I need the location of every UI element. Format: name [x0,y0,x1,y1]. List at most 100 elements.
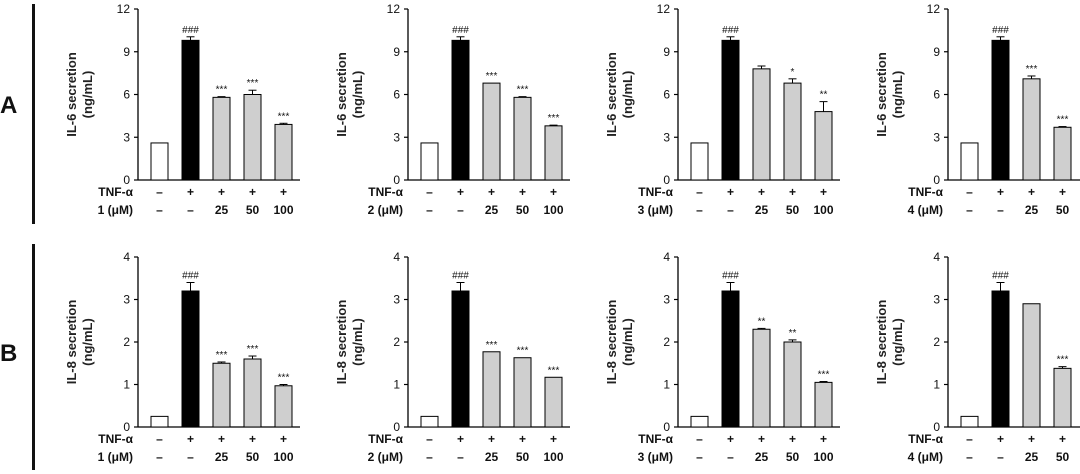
chart-6-y-axis-unit: (ng/mL) [350,318,365,366]
chart-8-y-tick-label: 2 [933,335,940,349]
chart-7-significance-label: *** [818,370,830,381]
chart-6-dose-value: 25 [485,450,499,464]
chart-7-dose-value: – [727,450,734,464]
chart-6-tnf-value: + [519,432,526,446]
chart-4-bar [960,142,979,181]
chart-1-dose-value: – [156,203,163,217]
chart-6-bar [451,290,470,428]
chart-8-bar [1053,367,1072,428]
chart-4-tnf-value: – [966,185,973,199]
chart-7-tnf-value: + [727,432,734,446]
chart-8-bar [1022,303,1041,428]
row-divider-b [32,244,35,470]
chart-5-y-tick-label: 3 [123,293,130,307]
chart-3-y-axis-unit: (ng/mL) [620,71,635,119]
chart-4-y-tick-label: 3 [933,130,940,144]
chart-5-tnf-row-label: TNF-α [98,432,133,446]
chart-7-significance-label: ** [758,316,766,327]
chart-6-y-tick-label: 3 [393,293,400,307]
chart-8-y-tick-label: 1 [933,378,940,392]
chart-2-dose-value: 25 [485,203,499,217]
chart-6-y-tick-label: 0 [393,420,400,434]
chart-2-y-axis-unit: (ng/mL) [350,71,365,119]
chart-7-y-tick-label: 3 [663,293,670,307]
chart-6-significance-label: ### [452,271,469,282]
chart-8-y-tick-label: 0 [933,420,940,434]
chart-1-bar [274,123,293,181]
chart-2-y-tick-label: 0 [393,173,400,187]
chart-1-significance-label: *** [278,111,290,122]
chart-5-significance-label: ### [182,271,199,282]
chart-4-y-tick-label: 6 [933,88,940,102]
chart-5-bar [181,290,200,428]
chart-3-dose-value: 50 [786,203,800,217]
chart-2-dose-value: – [457,203,464,217]
chart-3-dose-value: 100 [813,203,833,217]
chart-1-bar [150,142,169,181]
chart-2-significance-label: *** [517,85,529,96]
chart-2-dose-value: 100 [543,203,563,217]
chart-3-tnf-value: – [696,185,703,199]
chart-2-bar [482,82,501,181]
chart-5-y-tick-label: 2 [123,335,130,349]
chart-5-y-tick-label: 0 [123,420,130,434]
chart-3-y-tick-label: 12 [657,2,671,16]
chart-7-significance-label: ### [722,271,739,282]
chart-2-y-axis-title: IL-6 secretion [334,52,349,137]
chart-3-y-tick-label: 6 [663,88,670,102]
chart-7-tnf-value: + [820,432,827,446]
chart-6-significance-label: *** [486,340,498,351]
chart-5-y-axis-title: IL-8 secretion [64,300,79,385]
chart-6-tnf-value: + [550,432,557,446]
chart-1-dose-value: 50 [246,203,260,217]
chart-4-y-axis-unit: (ng/mL) [890,71,905,119]
chart-6-bar [420,415,439,428]
chart-8-dose-value: – [997,450,1004,464]
chart-8-significance-label: *** [1057,355,1069,366]
chart-5-tnf-value: + [187,432,194,446]
chart-8-y-axis-title: IL-8 secretion [874,300,889,385]
chart-1-significance-label: ### [182,25,199,36]
chart-6-dose-value: 50 [516,450,530,464]
chart-4-significance-label: *** [1026,64,1038,75]
chart-8-dose-value: 50 [1056,450,1070,464]
chart-2-tnf-value: + [457,185,464,199]
chart-6-y-tick-label: 2 [393,335,400,349]
chart-5-dose-value: – [156,450,163,464]
chart-5-dose-value: 25 [215,450,229,464]
chart-1-tnf-value: + [187,185,194,199]
chart-2-tnf-value: + [488,185,495,199]
chart-7-y-tick-label: 4 [663,250,670,264]
chart-2-tnf-value: – [426,185,433,199]
chart-7-tnf-row-label: TNF-α [638,432,673,446]
chart-6-bar [544,376,563,428]
chart-6-compound-row-label: 2 (μM) [368,450,403,464]
chart-3-tnf-row-label: TNF-α [638,185,673,199]
chart-4-y-tick-label: 12 [927,2,941,16]
chart-1-significance-label: *** [216,85,228,96]
row-label-a: A [0,92,18,119]
chart-8-bar [991,290,1010,428]
chart-4-bar [1022,78,1041,181]
chart-3-significance-label: ** [820,90,828,101]
chart-1-tnf-value: – [156,185,163,199]
chart-4-dose-value: – [966,203,973,217]
chart-2-compound-row-label: 2 (μM) [368,203,403,217]
chart-5-compound-row-label: 1 (μM) [98,450,133,464]
chart-3-dose-value: 25 [755,203,769,217]
chart-5-significance-label: *** [278,373,290,384]
chart-5-dose-value: 50 [246,450,260,464]
chart-3-y-tick-label: 0 [663,173,670,187]
chart-6-dose-value: – [457,450,464,464]
chart-7-tnf-value: + [758,432,765,446]
chart-8-tnf-value: + [1028,432,1035,446]
chart-6-tnf-value: – [426,432,433,446]
chart-3-significance-label: * [791,67,795,78]
chart-1-y-tick-label: 6 [123,88,130,102]
row-label-b: B [0,340,18,367]
chart-7-y-axis-unit: (ng/mL) [620,318,635,366]
row-divider-a [32,4,35,224]
chart-1-y-tick-label: 3 [123,130,130,144]
chart-8-tnf-value: – [966,432,973,446]
